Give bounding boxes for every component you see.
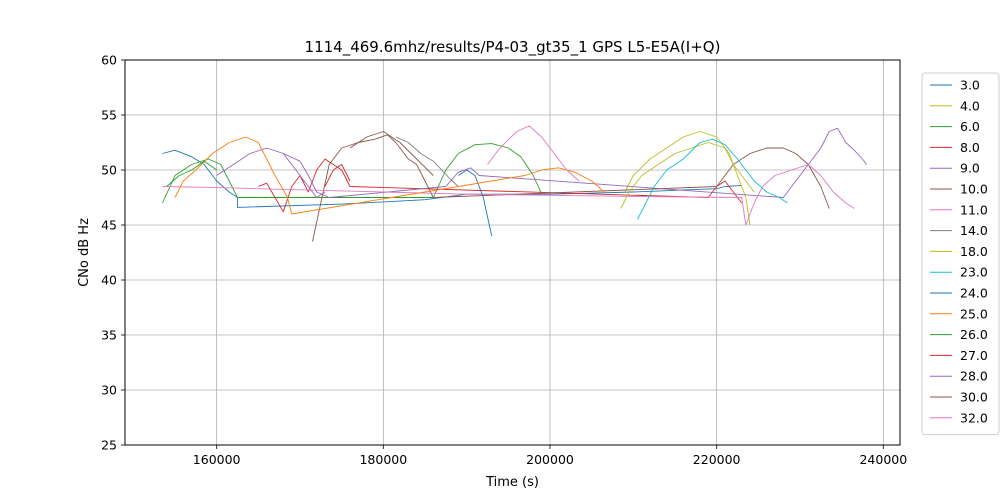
y-tick-label: 55 bbox=[101, 108, 117, 123]
series-line-4-0 bbox=[624, 131, 751, 226]
plot-frame bbox=[124, 59, 901, 446]
series-line-24-0 bbox=[458, 169, 493, 237]
legend-label: 6.0 bbox=[960, 119, 980, 134]
legend-label: 10.0 bbox=[960, 182, 988, 197]
legend-label: 14.0 bbox=[960, 223, 988, 238]
legend-label: 28.0 bbox=[960, 369, 988, 384]
series-line-18-0 bbox=[620, 142, 755, 209]
y-tick-label: 30 bbox=[101, 383, 117, 398]
series-layer bbox=[162, 125, 868, 242]
legend-label: 3.0 bbox=[960, 78, 980, 93]
series-line-14-0 bbox=[395, 136, 459, 187]
x-axis-label: Time (s) bbox=[485, 475, 539, 490]
series-line-28-0 bbox=[282, 153, 326, 198]
series-line-23-0 bbox=[637, 138, 788, 220]
x-tick-label: 220000 bbox=[693, 452, 741, 467]
y-tick-label: 45 bbox=[101, 218, 117, 233]
series-line-25-0 bbox=[174, 136, 605, 215]
series-line-26-0 bbox=[166, 160, 217, 187]
series-line-10-0 bbox=[312, 134, 830, 242]
x-tick-label: 160000 bbox=[193, 452, 241, 467]
y-tick-label: 40 bbox=[101, 273, 117, 288]
legend-label: 25.0 bbox=[960, 306, 988, 321]
legend-label: 32.0 bbox=[960, 410, 988, 425]
series-line-32-0 bbox=[487, 125, 580, 182]
y-tick-label: 60 bbox=[101, 53, 117, 68]
legend-label: 8.0 bbox=[960, 140, 980, 155]
series-line-11-0 bbox=[162, 164, 855, 226]
series-line-6-0 bbox=[162, 143, 543, 204]
y-tick-label: 35 bbox=[101, 328, 117, 343]
y-axis-label: CNo dB Hz bbox=[77, 218, 92, 287]
legend-label: 11.0 bbox=[960, 202, 988, 217]
legend-label: 27.0 bbox=[960, 348, 988, 363]
legend-label: 4.0 bbox=[960, 98, 980, 113]
chart-title: 1114_469.6mhz/results/P4-03_gt35_1 GPS L… bbox=[305, 38, 721, 57]
legend-label: 26.0 bbox=[960, 327, 988, 342]
x-tick-label: 240000 bbox=[859, 452, 907, 467]
legend-box bbox=[921, 72, 1000, 436]
series-line-8-0 bbox=[258, 158, 743, 213]
series-line-27-0 bbox=[324, 164, 351, 187]
legend-label: 9.0 bbox=[960, 161, 980, 176]
legend-label: 23.0 bbox=[960, 265, 988, 280]
series-line-30-0 bbox=[349, 131, 434, 176]
ticks: 160000 180000 200000 220000 240000 25 30 35 40 45… bbox=[101, 53, 907, 468]
legend-label: 18.0 bbox=[960, 244, 988, 259]
x-tick-label: 180000 bbox=[359, 452, 407, 467]
y-tick-label: 50 bbox=[101, 163, 117, 178]
x-tick-label: 200000 bbox=[526, 452, 574, 467]
legend: 3.0 4.0 6.0 8.0 9.0 10.0 11.0 14.0 18.0 23.0 24.0 2… bbox=[921, 72, 1000, 436]
series-line-9-0 bbox=[216, 127, 868, 198]
legend-label: 24.0 bbox=[960, 286, 988, 301]
legend-label: 30.0 bbox=[960, 390, 988, 405]
y-tick-label: 25 bbox=[101, 438, 117, 453]
